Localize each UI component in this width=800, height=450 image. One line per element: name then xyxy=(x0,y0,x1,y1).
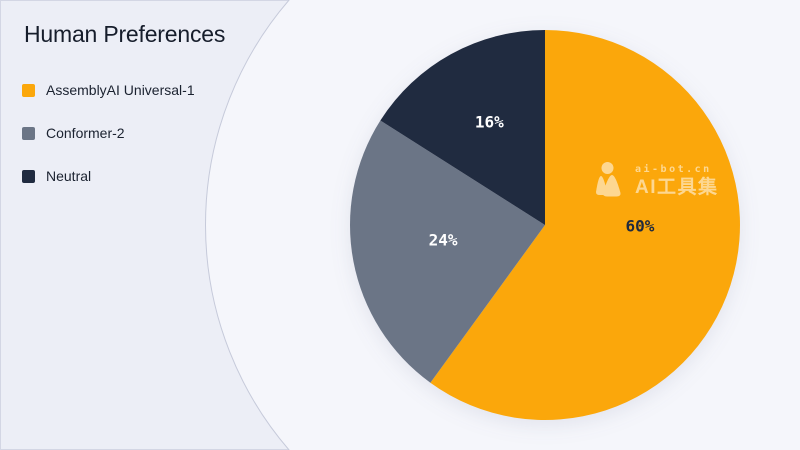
pie-slice-2 xyxy=(380,30,545,225)
pie-slice-value-0: 60% xyxy=(626,216,655,235)
legend-swatch xyxy=(22,169,35,183)
legend-item-0: AssemblyAI Universal-1 xyxy=(22,82,195,98)
legend-label: AssemblyAI Universal-1 xyxy=(46,82,195,98)
legend-item-2: Neutral xyxy=(22,168,195,184)
legend-item-1: Conformer-2 xyxy=(22,125,195,141)
pie-chart: 60% 24% 16% xyxy=(349,30,740,421)
legend-label: Neutral xyxy=(46,168,92,184)
chart-legend: AssemblyAI Universal-1 Conformer-2 Neutral xyxy=(22,82,195,212)
pie-slice-1 xyxy=(349,120,545,383)
legend-label: Conformer-2 xyxy=(46,125,125,141)
pie-slice-value-2: 16% xyxy=(475,113,504,132)
legend-swatch xyxy=(22,126,35,140)
page-title: Human Preferences xyxy=(24,21,226,47)
pie-slice-0 xyxy=(430,30,740,421)
pie-slice-value-1: 24% xyxy=(429,231,458,250)
legend-swatch xyxy=(22,83,35,97)
